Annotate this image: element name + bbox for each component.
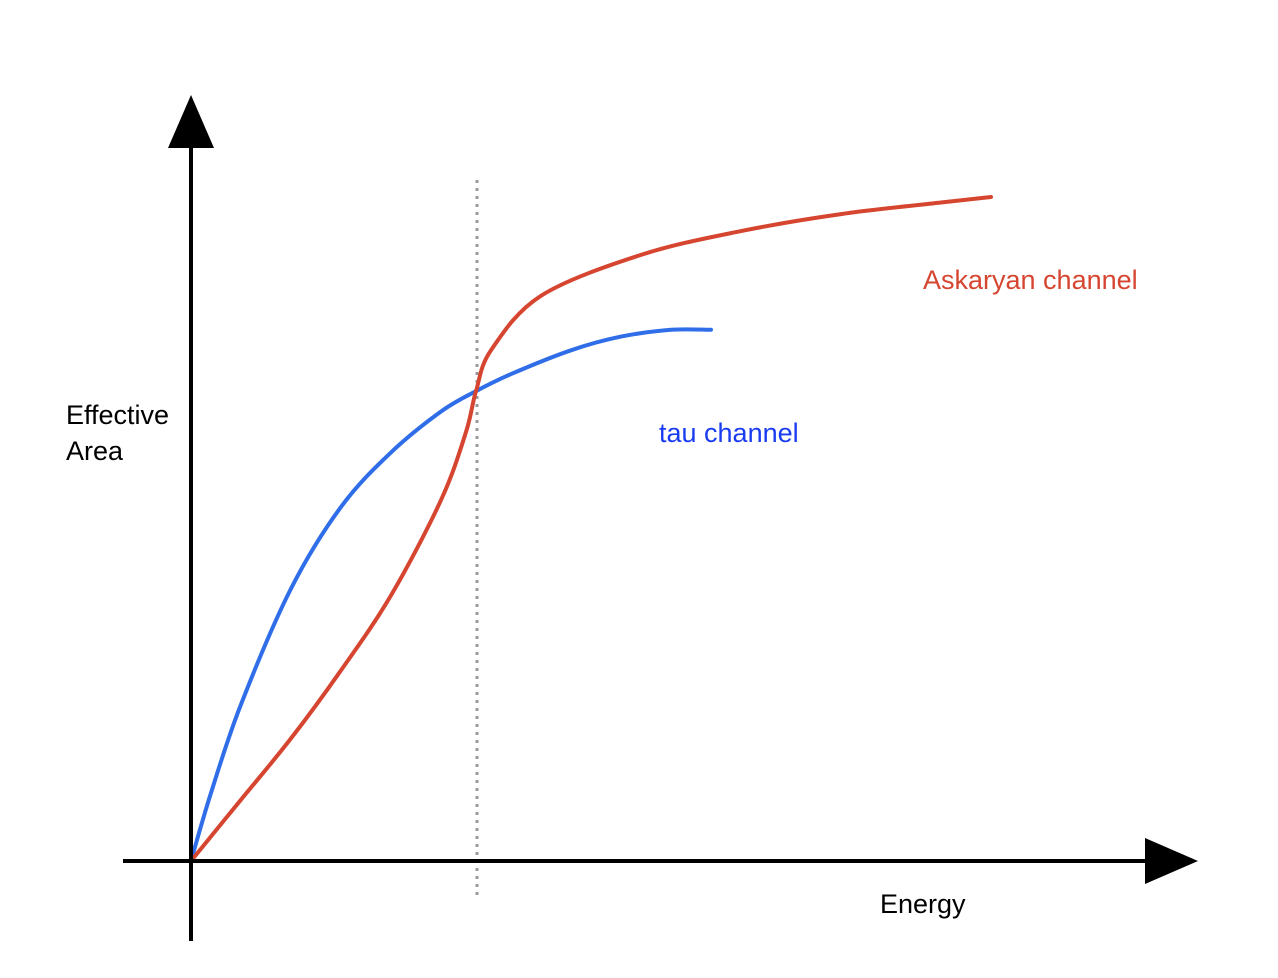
askaryan-channel-curve [189, 195, 993, 863]
y-axis-label-line-1: Effective [66, 400, 169, 430]
series-layer [189, 195, 993, 863]
tau-channel-curve [189, 327, 713, 863]
y-axis-label-line-2: Area [66, 436, 124, 466]
x-axis-arrow [1145, 838, 1198, 884]
tau-channel-label: tau channel [659, 418, 799, 448]
y-axis-arrow [168, 95, 214, 148]
x-axis-label: Energy [880, 889, 966, 919]
askaryan-channel-label: Askaryan channel [923, 265, 1138, 295]
